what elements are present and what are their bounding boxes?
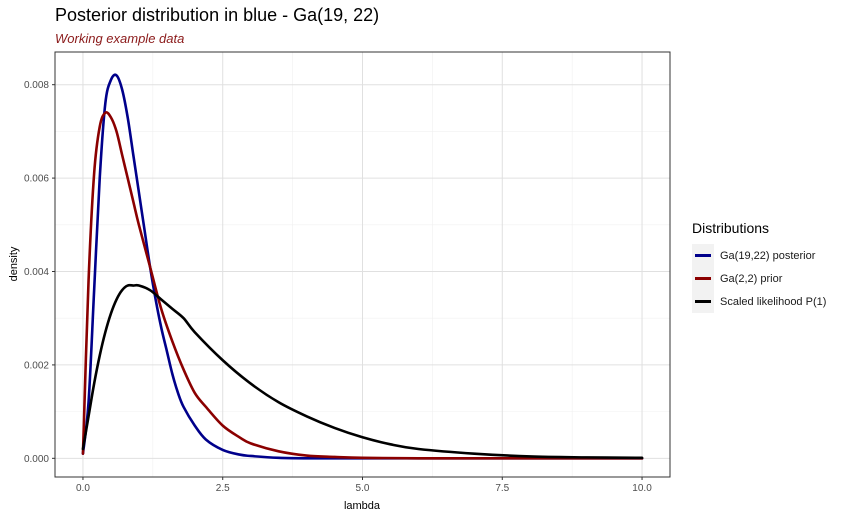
legend-swatch — [695, 254, 711, 257]
series-line-ga-19-22-posterior — [81, 73, 644, 460]
x-axis-title: lambda — [344, 500, 381, 512]
legend: Distributions Ga(19,22) posterior Ga(2,2)… — [692, 220, 826, 313]
y-axis-title: density — [8, 246, 20, 281]
y-tick-label: 0.004 — [24, 267, 49, 278]
legend-swatch — [695, 277, 711, 280]
x-tick-label: 0.0 — [76, 483, 90, 494]
y-tick-label: 0.006 — [24, 174, 49, 185]
legend-key — [692, 244, 714, 267]
legend-item: Ga(19,22) posterior — [692, 244, 826, 267]
legend-item: Ga(2,2) prior — [692, 267, 826, 290]
y-tick-label: 0.008 — [24, 80, 49, 91]
chart-title: Posterior distribution in blue - Ga(19, … — [55, 5, 380, 25]
x-tick-label: 10.0 — [632, 483, 652, 494]
series-line-ga-2-2-prior — [81, 111, 644, 460]
x-tick-label: 5.0 — [356, 483, 370, 494]
legend-label: Ga(19,22) posterior — [720, 249, 816, 262]
legend-item: Scaled likelihood P(1) — [692, 290, 826, 313]
y-tick-label: 0.002 — [24, 360, 49, 371]
legend-title: Distributions — [692, 220, 770, 236]
legend-key — [692, 267, 714, 290]
y-tick-label: 0.000 — [24, 454, 49, 465]
legend-swatch — [695, 300, 711, 303]
x-tick-label: 2.5 — [216, 483, 230, 494]
legend-label: Scaled likelihood P(1) — [720, 295, 827, 308]
chart-subtitle: Working example data — [55, 31, 185, 46]
x-tick-label: 7.5 — [495, 483, 509, 494]
legend-label: Ga(2,2) prior — [720, 272, 783, 285]
legend-key — [692, 290, 714, 313]
series-line-scaled-likelihood-p-1 — [81, 283, 644, 460]
